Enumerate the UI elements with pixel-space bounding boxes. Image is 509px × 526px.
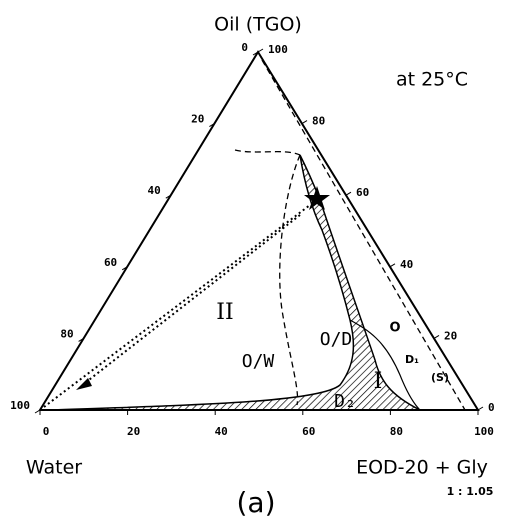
caption: (a) [236, 486, 275, 519]
tick-mark [209, 123, 215, 128]
tick-mark [433, 334, 440, 339]
dilution-arrow [84, 214, 301, 384]
tick-mark [257, 48, 264, 53]
tick-label: 60 [302, 425, 315, 438]
tick-label: 20 [127, 425, 140, 438]
region-label: (S) [431, 371, 449, 384]
dashed-line [261, 59, 466, 411]
region-label: D₁ [405, 353, 419, 366]
arrow-head [76, 378, 92, 390]
corner-label: Water [26, 457, 82, 479]
tick-label: 100 [474, 425, 494, 438]
tick-label: 100 [268, 43, 288, 56]
tick-label: 40 [400, 258, 413, 271]
dilution-line [39, 204, 311, 411]
ow-boundary [279, 154, 301, 406]
annotation: at 25°C [396, 69, 468, 91]
dashed-curve [234, 149, 301, 156]
boundary [349, 319, 421, 411]
tick-mark [301, 120, 308, 125]
tick-mark [121, 266, 128, 271]
tick-label: 0 [43, 425, 50, 438]
tick-label: 80 [390, 425, 403, 438]
region-label: O/W [242, 351, 275, 372]
region-label: I [374, 369, 383, 394]
tick-label: 60 [104, 256, 117, 269]
star [304, 186, 330, 210]
tick-label: 60 [356, 186, 369, 199]
tick-mark [252, 51, 259, 56]
tick-mark [389, 263, 396, 268]
tick-mark [165, 194, 172, 199]
corner-label: EOD-20 + Gly [356, 457, 488, 479]
tick-label: 20 [444, 329, 457, 342]
tick-mark [34, 409, 41, 414]
ratio: 1 : 1.05 [447, 485, 494, 498]
tick-mark [345, 191, 352, 196]
region-label: O/D [320, 329, 353, 350]
tick-mark [477, 406, 484, 411]
tick-mark [78, 337, 84, 342]
tick-label: 0 [488, 401, 495, 414]
region-label: D₂ [334, 391, 356, 412]
region-label: O [389, 321, 400, 336]
tick-label: 40 [148, 184, 161, 197]
region-label: II [216, 300, 233, 325]
title: Oil (TGO) [214, 14, 302, 36]
tick-label: 80 [312, 115, 325, 128]
tick-label: 100 [10, 399, 30, 412]
tick-label: 80 [60, 327, 73, 340]
tick-label: 20 [191, 113, 204, 126]
tick-label: 0 [241, 41, 248, 54]
hatched-region [47, 154, 421, 411]
tick-label: 40 [215, 425, 228, 438]
